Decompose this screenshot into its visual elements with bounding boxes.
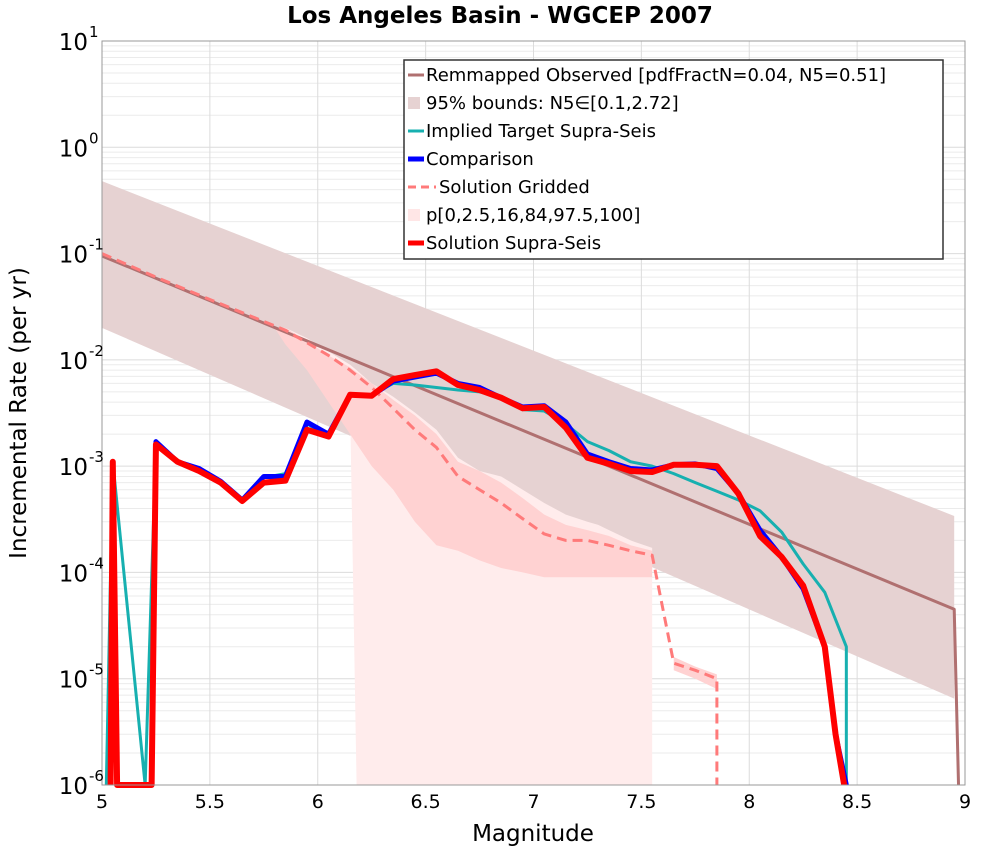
- legend-item: 95% bounds: N5∈[0.1,2.72]: [408, 93, 679, 114]
- x-tick-label: 7.5: [626, 791, 656, 813]
- y-tick-label: 10 -3: [59, 448, 104, 481]
- legend-item: Solution Supra-Seis: [408, 233, 601, 254]
- x-tick-label: 8: [743, 791, 755, 813]
- y-tick-label: 10 1: [59, 23, 99, 56]
- y-tick-base: 10: [59, 349, 88, 375]
- y-tick-exponent: -3: [89, 448, 104, 466]
- y-tick-base: 10: [59, 243, 88, 269]
- y-tick-label: 10 -5: [59, 661, 104, 694]
- legend-label: Solution Supra-Seis: [426, 233, 601, 254]
- x-tick-label: 6: [312, 791, 324, 813]
- y-tick-base: 10: [59, 455, 88, 481]
- chart-title: Los Angeles Basin - WGCEP 2007: [287, 3, 713, 29]
- y-tick-exponent: -6: [89, 767, 104, 785]
- x-axis-ticks: 5 5.5 6 6.5 7 7.5 8 8.5 9: [96, 791, 971, 813]
- y-tick-exponent: -1: [89, 236, 104, 254]
- legend: Remmapped Observed [pdfFractN=0.04, N5=0…: [403, 59, 944, 260]
- legend-box: [403, 59, 944, 260]
- x-tick-label: 7: [527, 791, 539, 813]
- legend-label: Remmapped Observed [pdfFractN=0.04, N5=0…: [426, 65, 886, 86]
- legend-label: 95% bounds: N5∈[0.1,2.72]: [426, 93, 679, 114]
- plot-frame: [101, 40, 966, 786]
- legend-label: Comparison: [426, 149, 534, 170]
- legend-item: Comparison: [408, 149, 534, 170]
- series-4-line: [101, 254, 961, 786]
- legend-item: Implied Target Supra-Seis: [408, 121, 656, 142]
- legend-label: Solution Gridded: [439, 177, 590, 198]
- legend-label: p[0,2.5,16,84,97.5,100]: [426, 205, 640, 226]
- series-5-line: [101, 252, 719, 785]
- x-tick-label: 6.5: [411, 791, 441, 813]
- legend-swatch: [408, 209, 420, 221]
- series-2-band: [274, 327, 653, 578]
- y-tick-base: 10: [59, 561, 88, 587]
- y-tick-exponent: 0: [89, 129, 99, 147]
- y-tick-label: 10 -1: [59, 236, 104, 269]
- y-tick-label: 10 0: [59, 129, 99, 162]
- legend-item: p[0,2.5,16,84,97.5,100]: [408, 205, 640, 226]
- x-axis-label: Magnitude: [472, 821, 594, 847]
- y-tick-base: 10: [59, 30, 88, 56]
- y-tick-exponent: -2: [89, 342, 104, 360]
- x-tick-label: 9: [959, 791, 971, 813]
- y-tick-base: 10: [59, 774, 88, 800]
- x-tick-label: 5.5: [195, 791, 225, 813]
- y-tick-base: 10: [59, 668, 88, 694]
- series-0-band: [102, 181, 955, 699]
- legend-item: Remmapped Observed [pdfFractN=0.04, N5=0…: [408, 65, 886, 86]
- y-axis-label: Incremental Rate (per yr): [6, 267, 32, 559]
- y-tick-label: 10 -2: [59, 342, 104, 375]
- legend-swatch: [408, 97, 420, 109]
- legend-label: Implied Target Supra-Seis: [426, 121, 656, 142]
- y-tick-exponent: -5: [89, 661, 104, 679]
- x-tick-label: 5: [96, 791, 108, 813]
- x-tick-label: 8.5: [842, 791, 872, 813]
- y-tick-exponent: 1: [89, 23, 99, 41]
- y-tick-base: 10: [59, 136, 88, 162]
- series-layer: [101, 181, 961, 788]
- y-tick-exponent: -4: [89, 554, 104, 572]
- y-tick-label: 10 -6: [59, 767, 104, 800]
- y-tick-label: 10 -4: [59, 554, 104, 587]
- series-3-band: [673, 657, 717, 690]
- series-8-line: [107, 368, 848, 788]
- legend-item: Solution Gridded: [408, 177, 590, 198]
